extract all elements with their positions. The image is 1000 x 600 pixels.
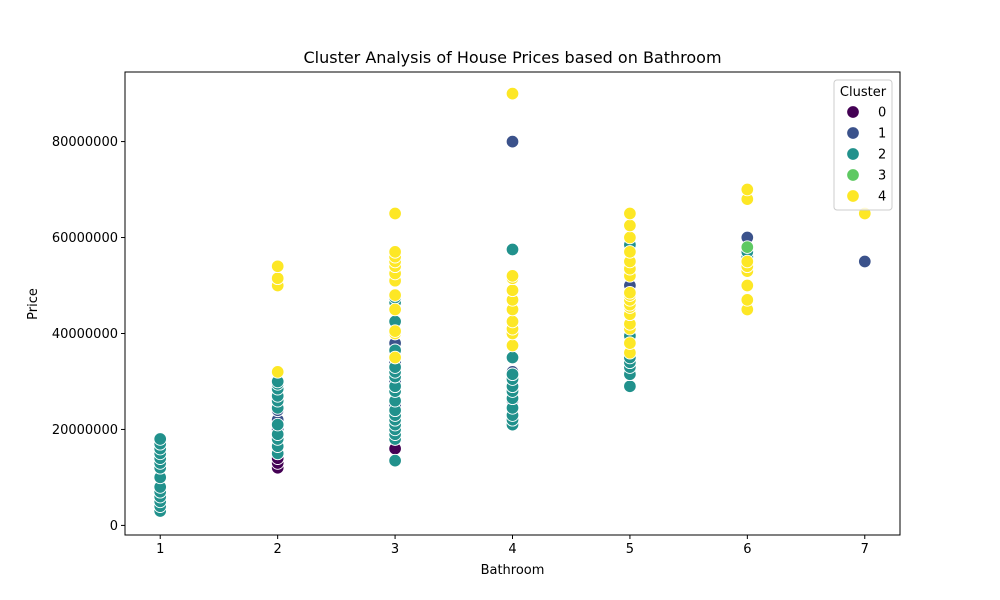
data-point-cluster-4 — [740, 254, 755, 269]
points-layer — [153, 86, 872, 518]
legend-label-cluster-3: 3 — [878, 169, 886, 184]
data-point-cluster-4 — [388, 206, 402, 221]
data-point-cluster-4 — [505, 314, 520, 329]
data-point-cluster-4 — [388, 288, 402, 302]
data-point-cluster-4 — [270, 271, 285, 286]
legend-label-cluster-0: 0 — [878, 106, 886, 121]
data-point-cluster-2 — [270, 417, 285, 432]
legend: Cluster 0 1 2 3 4 — [833, 79, 893, 211]
data-point-cluster-4 — [388, 324, 402, 338]
data-point-cluster-2 — [388, 453, 402, 468]
data-point-cluster-3 — [740, 240, 755, 254]
legend-label-cluster-4: 4 — [878, 190, 886, 205]
data-point-cluster-4 — [623, 230, 637, 245]
x-tick-label: 7 — [861, 542, 869, 557]
data-point-cluster-1 — [858, 254, 872, 269]
x-tick-label: 4 — [508, 542, 516, 557]
data-point-cluster-4 — [505, 338, 520, 353]
legend-title: Cluster — [840, 85, 887, 100]
y-tick-label: 40000000 — [52, 327, 118, 342]
data-point-cluster-4 — [623, 218, 637, 233]
data-point-cluster-4 — [505, 86, 520, 101]
data-point-cluster-4 — [623, 285, 637, 300]
legend-label-cluster-2: 2 — [878, 148, 886, 163]
data-point-cluster-4 — [623, 245, 637, 259]
data-point-cluster-4 — [505, 269, 520, 283]
data-point-cluster-2 — [623, 379, 637, 394]
x-tick-label: 5 — [626, 542, 634, 557]
data-point-cluster-4 — [388, 302, 402, 317]
data-point-cluster-4 — [740, 278, 755, 293]
data-point-cluster-1 — [505, 134, 520, 149]
data-point-cluster-4 — [623, 206, 637, 221]
y-axis-ticks: 0 20000000 40000000 60000000 80000000 — [52, 135, 125, 534]
legend-marker-cluster-4 — [846, 189, 860, 203]
legend-marker-cluster-0 — [846, 105, 860, 119]
data-point-cluster-4 — [740, 182, 755, 197]
data-point-cluster-4 — [505, 283, 520, 298]
data-point-cluster-4 — [623, 336, 637, 350]
data-point-cluster-2 — [505, 242, 520, 257]
legend-marker-cluster-2 — [846, 147, 860, 161]
data-point-cluster-4 — [388, 245, 402, 259]
y-axis-label: Price — [26, 288, 41, 320]
x-tick-label: 6 — [743, 542, 751, 557]
y-tick-label: 60000000 — [52, 231, 118, 246]
y-tick-label: 0 — [110, 519, 118, 534]
data-point-cluster-4 — [270, 365, 285, 379]
data-point-cluster-2 — [505, 350, 520, 365]
data-point-cluster-2 — [505, 367, 520, 382]
y-tick-label: 80000000 — [52, 135, 118, 150]
x-tick-label: 3 — [391, 542, 399, 557]
legend-marker-cluster-3 — [846, 168, 860, 182]
y-tick-label: 20000000 — [52, 423, 118, 438]
legend-marker-cluster-1 — [846, 126, 860, 140]
legend-label-cluster-1: 1 — [878, 127, 886, 142]
x-tick-label: 1 — [156, 542, 164, 557]
x-axis-label: Bathroom — [481, 563, 545, 578]
data-point-cluster-2 — [153, 432, 167, 446]
x-axis-ticks: 1 2 3 4 5 6 7 — [156, 535, 869, 557]
legend-items: 0 1 2 3 4 — [846, 105, 886, 205]
data-point-cluster-4 — [270, 259, 285, 274]
data-point-cluster-4 — [740, 293, 755, 307]
chart-title: Cluster Analysis of House Prices based o… — [303, 48, 721, 67]
data-point-cluster-4 — [388, 350, 402, 365]
x-tick-label: 2 — [274, 542, 282, 557]
